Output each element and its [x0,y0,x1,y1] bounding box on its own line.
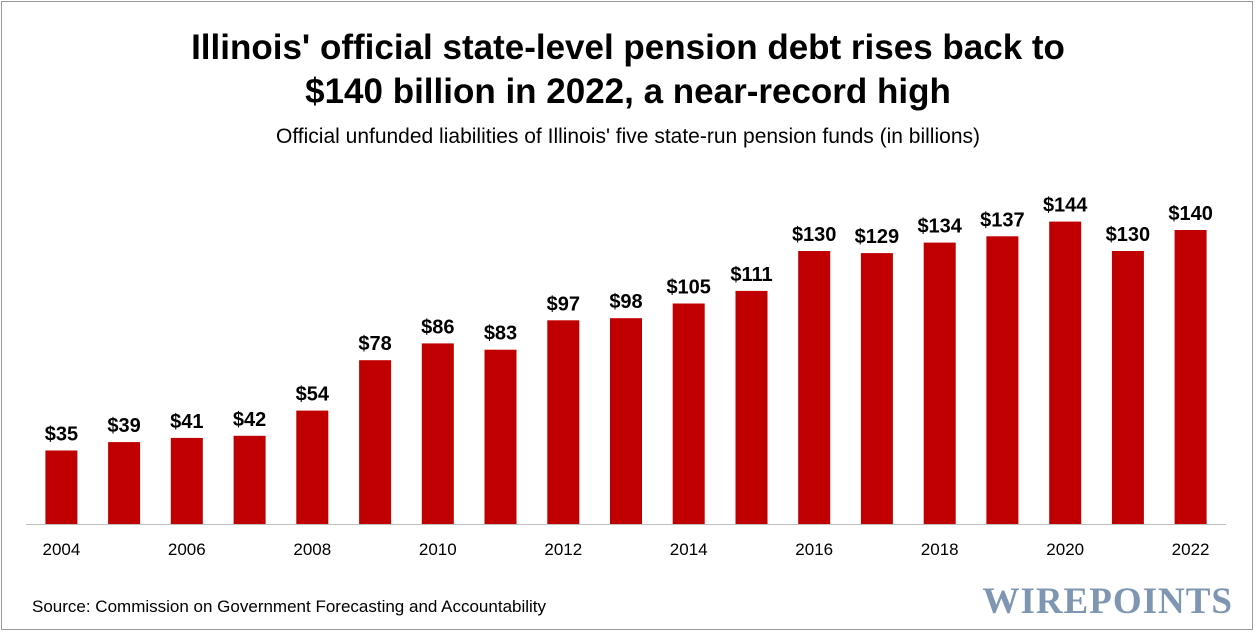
source-note: Source: Commission on Government Forecas… [32,597,547,616]
data-label-2017: $129 [855,226,900,248]
x-tick-label-2020: 2020 [1046,540,1084,559]
data-label-2006: $41 [170,411,203,433]
bar-series [45,221,1207,525]
bar-2021 [1111,251,1144,524]
x-tick-label-2008: 2008 [293,540,331,559]
data-label-2011: $83 [484,323,517,345]
chart-title-line-1: Illinois' official state-level pension d… [191,28,1065,67]
data-label-2019: $137 [980,209,1025,231]
data-label-2007: $42 [233,409,266,431]
x-tick-label-2022: 2022 [1172,540,1210,559]
bar-2004 [45,450,78,524]
x-tick-label-2004: 2004 [42,540,80,559]
chart-title: Illinois' official state-level pension d… [0,26,1256,114]
bar-2018 [923,242,956,524]
data-label-2010: $86 [421,316,454,338]
bar-2016 [798,251,831,524]
x-tick-label-2012: 2012 [544,540,582,559]
bar-2014 [672,303,705,524]
bar-2019 [986,236,1019,525]
bar-2012 [547,320,580,524]
data-label-2021: $130 [1106,224,1151,246]
data-label-2020: $144 [1043,195,1088,217]
x-tick-label-2010: 2010 [419,540,457,559]
bar-2011 [484,349,517,524]
data-label-2013: $98 [609,291,642,313]
chart-subtitle: Official unfunded liabilities of Illinoi… [276,125,980,148]
bar-2007 [233,435,266,524]
data-label-2022: $140 [1168,203,1213,225]
bar-2013 [610,318,642,524]
x-axis-tick-labels: 2004 2006 2008 2010 2012 2014 2016 2018 2020 2022 [42,540,1209,559]
x-tick-label-2016: 2016 [795,540,833,559]
bar-2008 [296,410,329,524]
data-label-2004: $35 [45,424,78,446]
chart-title-line-2: $140 billion in 2022, a near-record high [305,72,951,111]
data-label-2005: $39 [107,415,140,437]
data-label-2009: $78 [358,333,391,355]
data-label-2008: $54 [296,384,330,406]
bar-2006 [170,437,203,524]
data-label-2012: $97 [547,293,580,315]
bar-2020 [1049,221,1082,524]
data-label-2014: $105 [666,277,711,299]
data-labels: $35 $39 $41 $42 $54 $78 $86 $83 $97 $98 $105 $111 $1… [45,195,1213,446]
bar-2005 [108,442,141,524]
data-label-2018: $134 [917,216,962,238]
x-tick-label-2018: 2018 [921,540,959,559]
bar-2010 [421,343,454,524]
bar-2009 [359,360,392,524]
x-tick-label-2014: 2014 [670,540,708,559]
bar-2022 [1174,230,1207,524]
x-tick-label-2006: 2006 [168,540,206,559]
wirepoints-logo: WIREPOINTS [982,581,1233,622]
bar-2017 [860,253,893,524]
data-label-2016: $130 [792,224,837,246]
bar-2015 [735,290,768,524]
data-label-2015: $111 [730,264,772,286]
